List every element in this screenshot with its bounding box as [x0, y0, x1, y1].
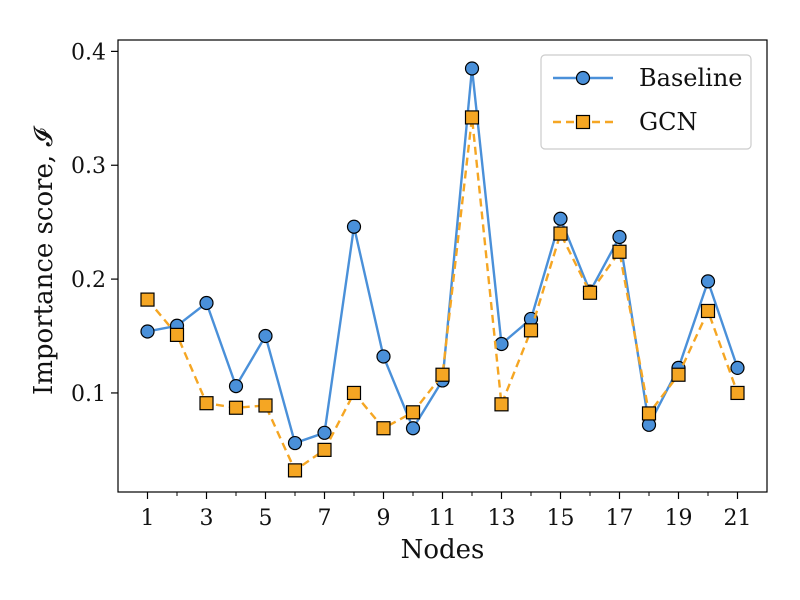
data-point-baseline — [405, 421, 421, 436]
data-point-baseline — [612, 229, 627, 245]
plot-marks — [140, 61, 745, 478]
data-point-gcn — [199, 396, 214, 411]
series-gcn — [140, 110, 745, 478]
legend-label: Baseline — [639, 64, 742, 92]
data-point-baseline — [346, 219, 362, 234]
data-point-baseline — [317, 425, 332, 440]
data-point-gcn — [700, 303, 716, 319]
legend-marker — [575, 114, 591, 130]
x-tick-label: 19 — [665, 506, 693, 531]
data-point-gcn — [612, 244, 627, 259]
data-point-baseline — [140, 324, 155, 339]
x-axis-label: Nodes — [401, 535, 485, 565]
data-point-gcn — [317, 442, 332, 457]
data-point-gcn — [553, 226, 568, 241]
y-axis-label: Importance score, 𝓘 — [29, 126, 59, 395]
x-tick-label: 11 — [429, 506, 457, 531]
y-tick-label: 0.4 — [71, 40, 106, 65]
y-axis: 0.1 0.2 0.3 0.4 — [71, 40, 118, 407]
data-point-baseline — [228, 379, 244, 394]
data-point-baseline — [464, 61, 480, 76]
x-axis: 1 3 5 7 9 11 13 15 17 19 21 — [141, 492, 752, 531]
data-point-gcn — [258, 398, 273, 413]
data-point-baseline — [376, 349, 391, 364]
x-tick-label: 21 — [724, 506, 752, 531]
x-tick-label: 9 — [377, 506, 391, 531]
data-point-baseline — [258, 328, 273, 344]
legend-marker — [575, 70, 591, 86]
legend: Baseline GCN — [540, 54, 752, 150]
data-point-gcn — [346, 385, 362, 401]
data-point-gcn — [228, 400, 244, 415]
x-tick-label: 1 — [141, 506, 155, 531]
data-point-gcn — [287, 463, 303, 478]
x-tick-label: 17 — [606, 506, 634, 531]
data-point-gcn — [376, 421, 391, 436]
legend-label: GCN — [639, 108, 698, 136]
data-point-gcn — [494, 397, 509, 412]
data-point-gcn — [730, 385, 745, 401]
data-point-gcn — [464, 110, 480, 125]
data-point-baseline — [287, 435, 303, 451]
data-point-baseline — [700, 274, 716, 289]
data-point-gcn — [435, 367, 450, 382]
data-point-gcn — [140, 292, 155, 307]
y-tick-label: 0.1 — [71, 382, 106, 407]
data-point-gcn — [641, 406, 657, 421]
x-tick-label: 3 — [200, 506, 214, 531]
data-point-gcn — [582, 285, 598, 300]
y-tick-label: 0.2 — [71, 268, 106, 293]
data-point-baseline — [553, 211, 568, 226]
data-point-gcn — [523, 323, 539, 338]
data-point-gcn — [405, 405, 421, 420]
data-point-gcn — [169, 327, 185, 342]
data-point-baseline — [730, 360, 745, 375]
x-tick-label: 5 — [259, 506, 273, 531]
y-tick-label: 0.3 — [71, 154, 106, 179]
data-point-baseline — [199, 295, 214, 311]
series-line-gcn — [146, 117, 739, 473]
data-point-gcn — [671, 367, 686, 382]
x-tick-label: 15 — [547, 506, 575, 531]
x-tick-label: 13 — [488, 506, 516, 531]
x-tick-label: 7 — [318, 506, 332, 531]
